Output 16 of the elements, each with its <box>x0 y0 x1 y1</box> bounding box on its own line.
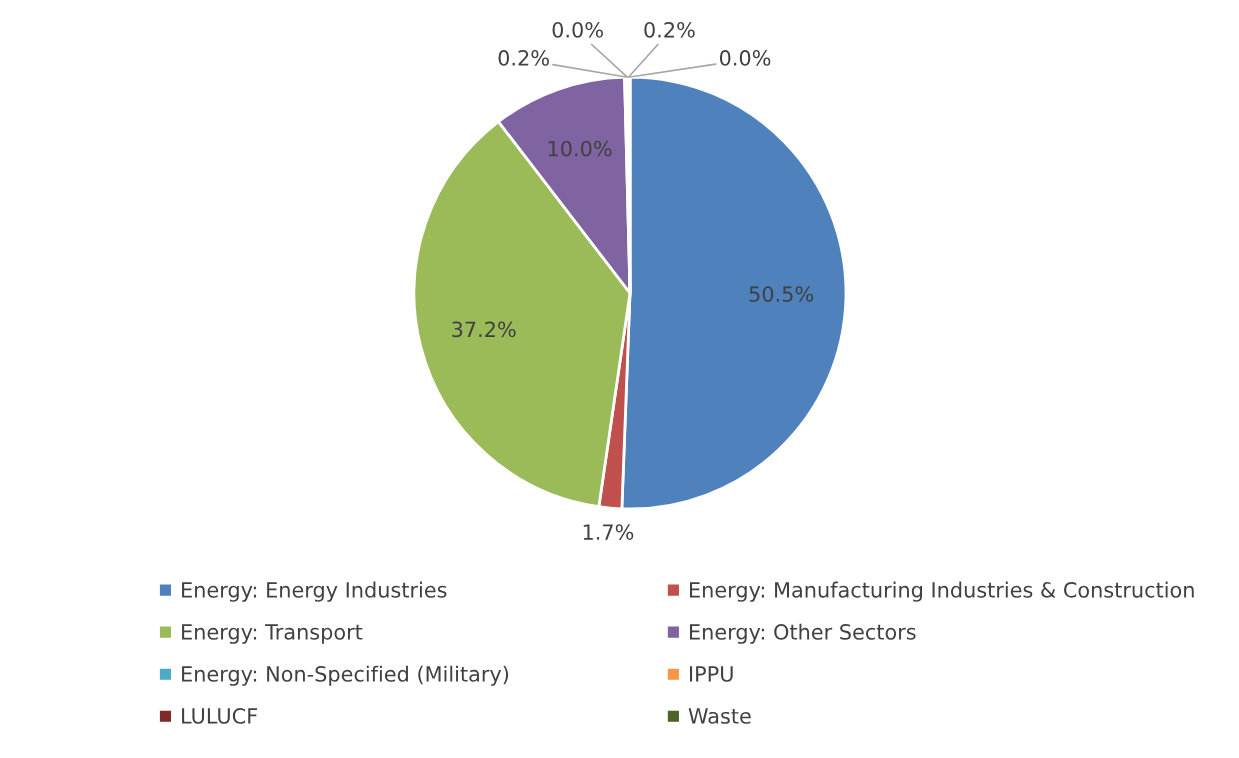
data-label: 37.2% <box>452 321 516 338</box>
data-label: 50.5% <box>749 286 814 302</box>
legend-label: Energy: Non-Specified (Military) <box>182 665 509 686</box>
legend-label: Energy: Manufacturing Industries & Construction <box>690 581 1194 602</box>
text: 0.0% <box>719 50 771 66</box>
legend-label: IPPU <box>690 666 733 682</box>
text: 0.0% <box>552 21 603 38</box>
data-label: 10.0% <box>548 140 612 157</box>
data-label: 1.7% <box>583 524 634 540</box>
legend-label: Energy: Transport <box>182 624 363 644</box>
legend-label: Energy: Energy Industries <box>182 581 447 602</box>
legend-label: LULUCF <box>182 708 257 724</box>
data-label: 0.2% <box>498 50 549 66</box>
legend-label: Energy: Other Sectors <box>690 623 916 644</box>
data-label: 0.2% <box>644 21 695 38</box>
legend-label: Waste <box>688 708 751 724</box>
